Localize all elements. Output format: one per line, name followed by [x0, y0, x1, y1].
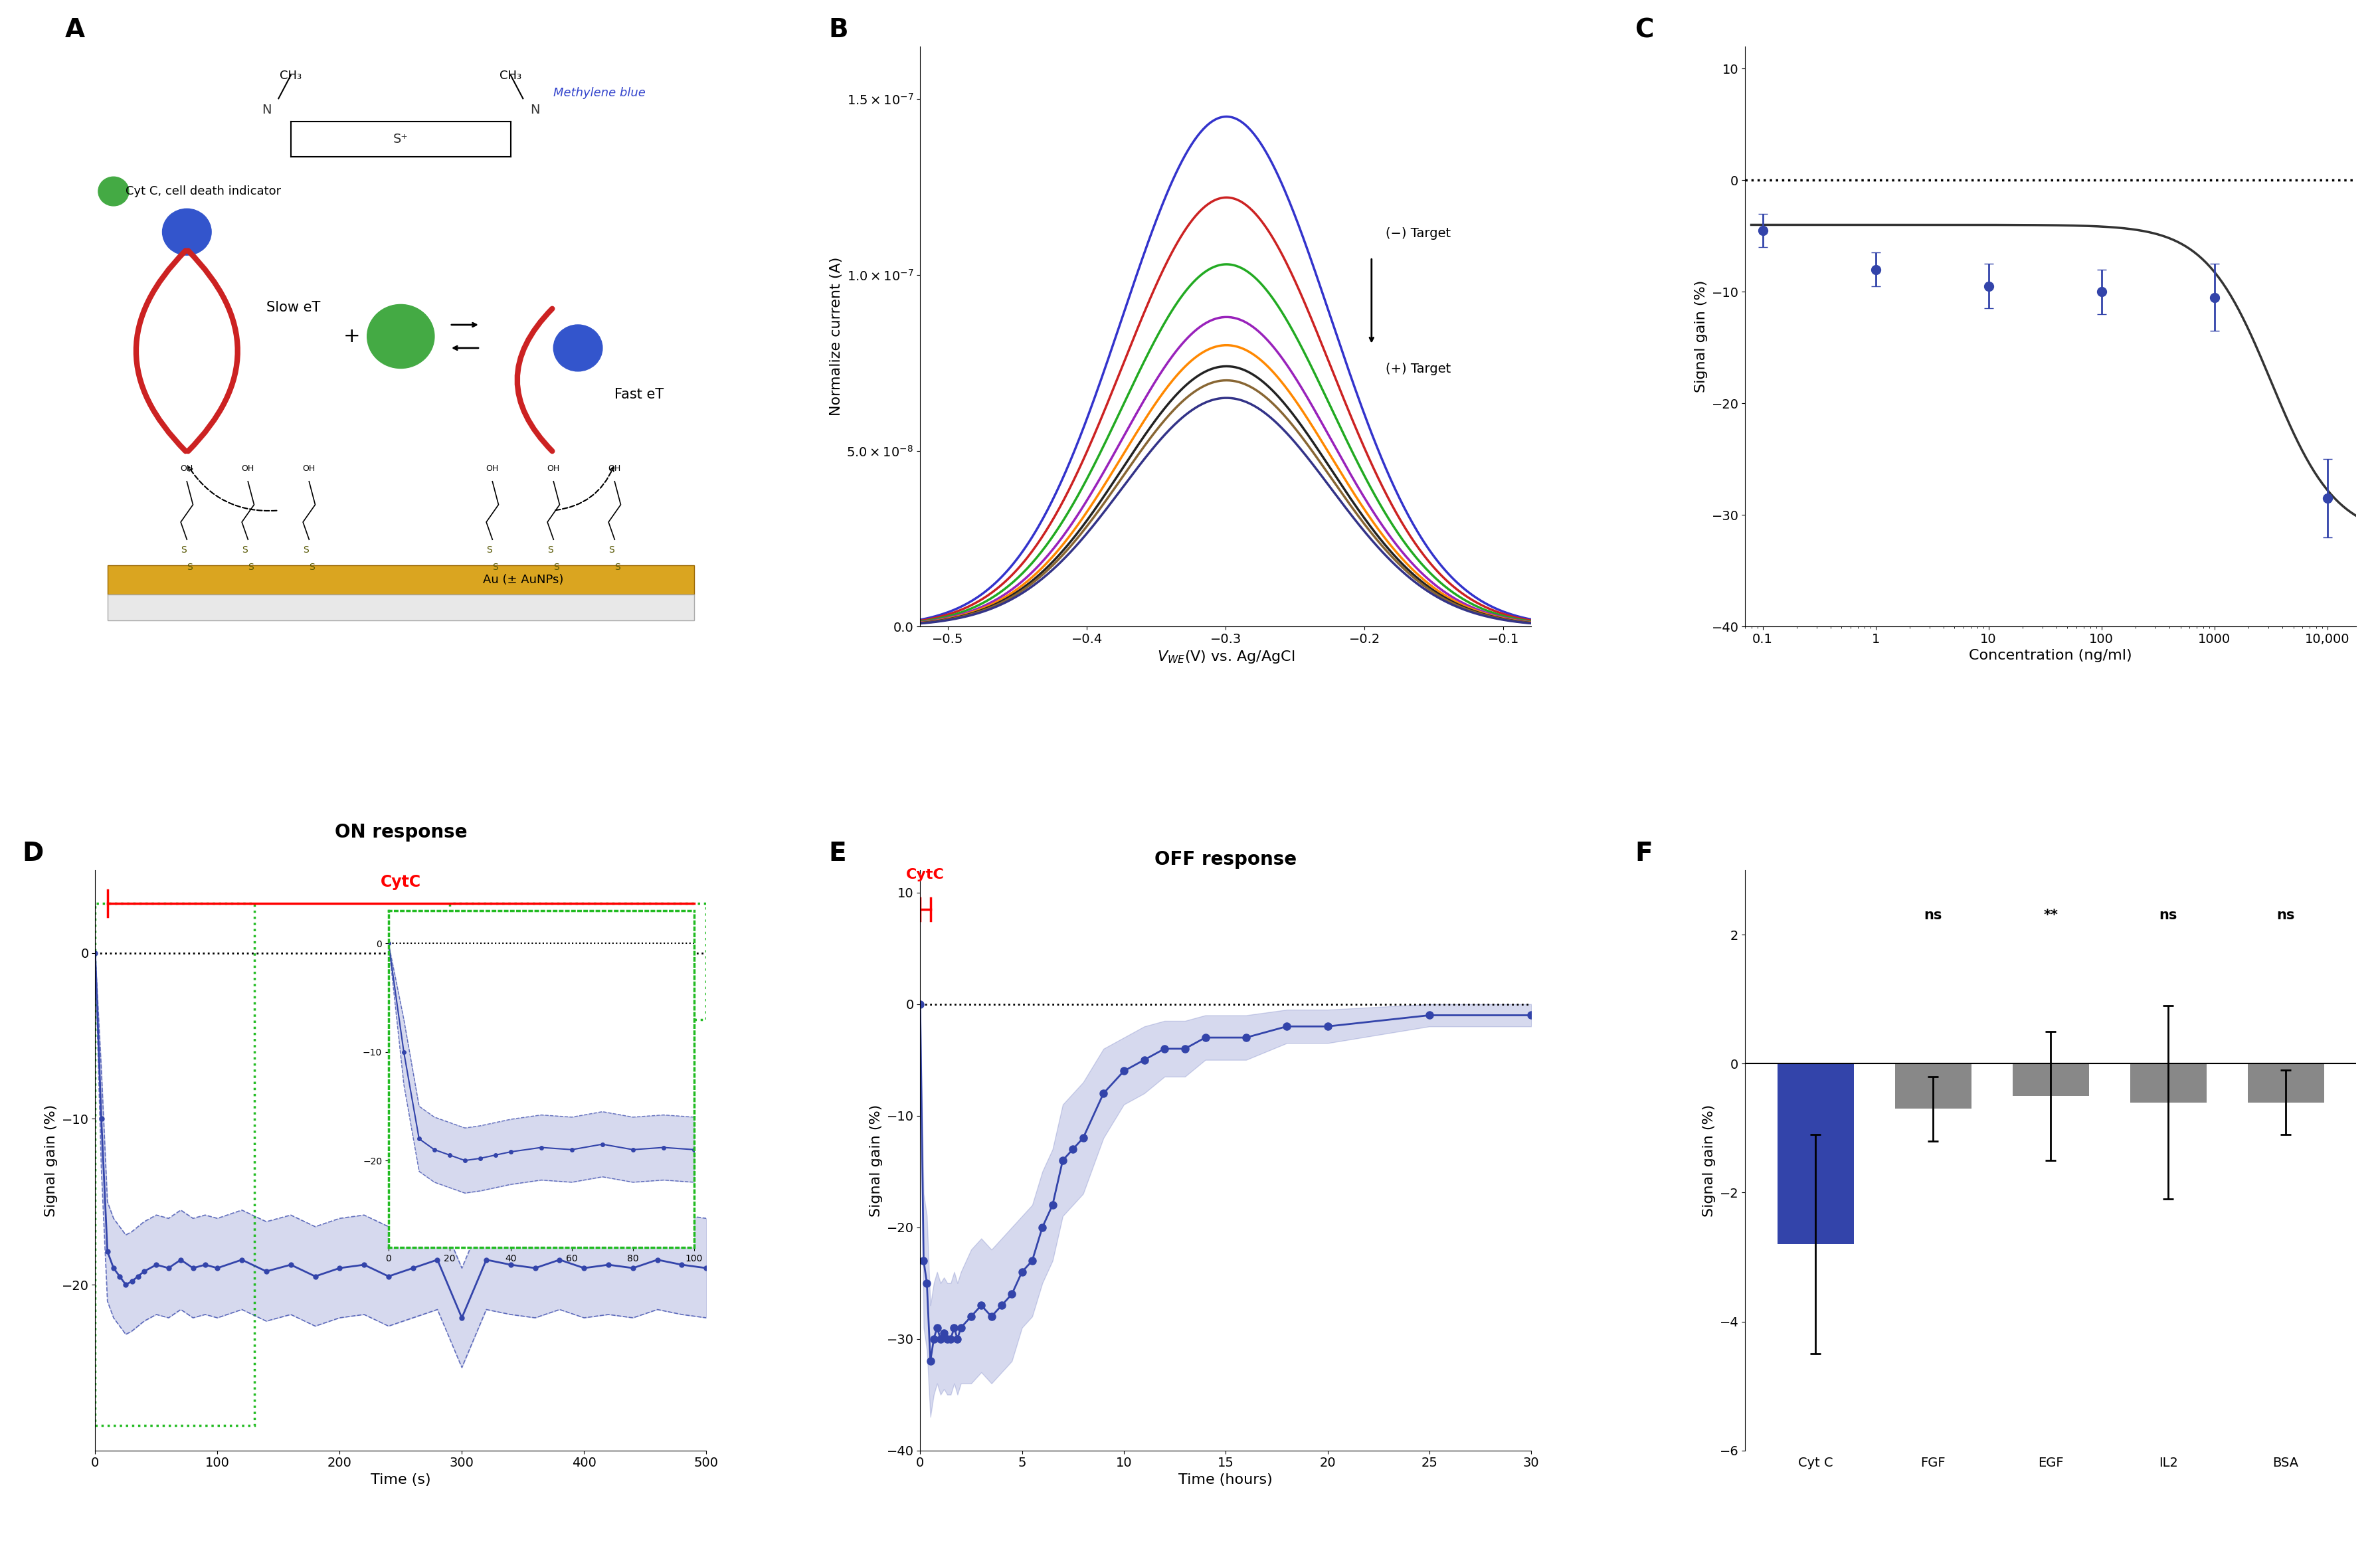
- X-axis label: $V_{WE}$(V) vs. Ag/AgCl: $V_{WE}$(V) vs. Ag/AgCl: [1157, 650, 1295, 665]
- X-axis label: Time (hours): Time (hours): [1178, 1474, 1273, 1486]
- Bar: [107, 566, 695, 594]
- Text: D: D: [21, 841, 43, 867]
- Text: OH: OH: [243, 464, 255, 472]
- Text: CytC: CytC: [907, 869, 945, 881]
- Text: S: S: [302, 545, 309, 554]
- Text: (+) Target: (+) Target: [1385, 363, 1452, 375]
- Y-axis label: Signal gain (%): Signal gain (%): [45, 1105, 57, 1216]
- Text: S: S: [609, 545, 614, 554]
- Text: S: S: [243, 545, 248, 554]
- X-axis label: Time (s): Time (s): [371, 1474, 431, 1486]
- Text: S: S: [614, 563, 621, 572]
- Bar: [107, 594, 695, 620]
- Text: CH₃: CH₃: [281, 69, 302, 82]
- Text: S: S: [309, 563, 314, 572]
- Text: E: E: [828, 841, 847, 867]
- Circle shape: [98, 177, 129, 205]
- Bar: [2247, 1063, 2323, 1102]
- Circle shape: [555, 324, 602, 372]
- Y-axis label: Signal gain (%): Signal gain (%): [1702, 1105, 1716, 1216]
- Text: A: A: [64, 17, 86, 43]
- Bar: [95, 903, 255, 1426]
- Text: (−) Target: (−) Target: [1385, 227, 1449, 239]
- Text: ns: ns: [1923, 909, 1942, 921]
- Bar: [2013, 1063, 2090, 1096]
- Text: S: S: [547, 545, 555, 554]
- Text: B: B: [828, 17, 847, 43]
- Text: OH: OH: [181, 464, 193, 472]
- Text: S: S: [486, 545, 493, 554]
- Text: ns: ns: [2278, 909, 2294, 921]
- Text: OH: OH: [302, 464, 317, 472]
- Text: S: S: [555, 563, 559, 572]
- Text: S: S: [181, 545, 186, 554]
- Title: ON response: ON response: [336, 824, 466, 842]
- Text: Methylene blue: Methylene blue: [555, 86, 645, 99]
- Text: +: +: [343, 327, 359, 346]
- Text: S: S: [493, 563, 497, 572]
- Text: C: C: [1635, 17, 1654, 43]
- Text: Cyt C, cell death indicator: Cyt C, cell death indicator: [126, 185, 281, 198]
- Text: Fast eT: Fast eT: [614, 387, 664, 401]
- Y-axis label: Signal gain (%): Signal gain (%): [1695, 281, 1709, 392]
- Text: Slow eT: Slow eT: [267, 301, 321, 315]
- Bar: [450, 903, 707, 1020]
- Y-axis label: Signal gain (%): Signal gain (%): [869, 1105, 883, 1216]
- Text: CH₃: CH₃: [500, 69, 521, 82]
- Title: OFF response: OFF response: [1154, 850, 1297, 869]
- Text: S⁺: S⁺: [393, 133, 409, 145]
- Text: CytC: CytC: [381, 875, 421, 890]
- Text: S: S: [188, 563, 193, 572]
- Circle shape: [162, 208, 212, 255]
- X-axis label: Concentration (ng/ml): Concentration (ng/ml): [1968, 650, 2132, 662]
- Bar: [2130, 1063, 2206, 1102]
- Text: N: N: [262, 103, 271, 116]
- Bar: [1778, 1063, 1854, 1244]
- Text: **: **: [2044, 909, 2059, 921]
- Text: ns: ns: [2159, 909, 2178, 921]
- Text: OH: OH: [486, 464, 500, 472]
- Text: S: S: [248, 563, 255, 572]
- Y-axis label: Normalize current (A): Normalize current (A): [831, 256, 843, 417]
- Text: OH: OH: [609, 464, 621, 472]
- Bar: [1894, 1063, 1971, 1109]
- Text: OH: OH: [547, 464, 559, 472]
- Text: F: F: [1635, 841, 1652, 867]
- Text: N: N: [531, 103, 540, 116]
- Circle shape: [367, 304, 436, 369]
- Text: Au (± AuNPs): Au (± AuNPs): [483, 574, 564, 586]
